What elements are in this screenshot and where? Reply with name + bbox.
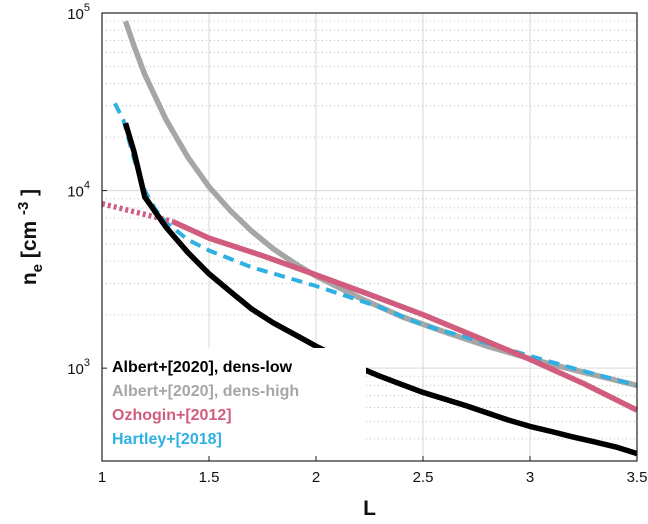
legend: Albert+[2020], dens-low Albert+[2020], de… — [112, 359, 299, 448]
x-tick-label: 1.5 — [199, 469, 220, 486]
legend-entry: Hartley+[2018] — [112, 431, 222, 448]
x-tick-label: 3 — [526, 469, 534, 486]
legend-entry: Ozhogin+[2012] — [112, 407, 232, 424]
y-tick-label: 103 — [67, 357, 90, 378]
x-tick-label: 2 — [312, 469, 320, 486]
legend-box — [104, 348, 366, 460]
series-line-ozhogin-2012 — [171, 218, 639, 413]
y-axis-label-text: ne [cm -3 ] — [15, 189, 46, 285]
x-tick-label: 2.5 — [413, 469, 434, 486]
ticks: 1 1.5 2 2.5 3 3.5 103 104 105 — [67, 2, 647, 486]
plot-frame — [101, 12, 638, 462]
x-tick-label: 1 — [98, 469, 106, 486]
series-line-albert-2020-dens-high — [122, 20, 638, 389]
series-layer — [101, 20, 639, 457]
x-axis-label: L — [363, 497, 376, 520]
y-axis-label: ne [cm -3 ] — [15, 189, 46, 285]
x-tick-label: 3.5 — [627, 469, 648, 486]
y-tick-label: 105 — [67, 2, 90, 23]
y-tick-label: 104 — [67, 180, 90, 201]
legend-entry: Albert+[2020], dens-low — [112, 359, 293, 376]
series-line-albert-2020-dens-low — [122, 122, 638, 457]
legend-entry: Albert+[2020], dens-high — [112, 383, 299, 400]
